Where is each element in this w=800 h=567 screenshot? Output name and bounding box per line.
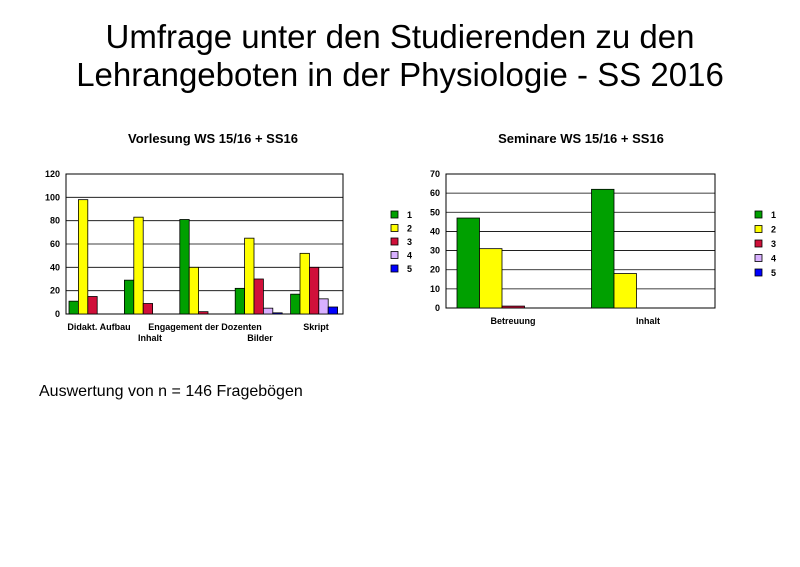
y-tick-label: 10 <box>430 284 440 294</box>
x-category-label: Inhalt <box>636 316 660 326</box>
plot-frame <box>445 173 716 309</box>
bar <box>253 278 264 315</box>
bar <box>262 307 274 315</box>
legend-swatch <box>754 268 763 277</box>
bar <box>290 293 301 315</box>
chart-title: Seminare WS 15/16 + SS16 <box>498 131 664 146</box>
bar <box>327 306 339 315</box>
bar <box>133 216 144 315</box>
bar <box>613 273 637 309</box>
chart-1: Vorlesung WS 15/16 + SS16 0 20 40 60 80 100 120… <box>45 131 412 343</box>
bar <box>68 300 79 315</box>
bar <box>78 199 89 315</box>
legend-swatch <box>754 239 763 248</box>
y-tick-label: 0 <box>435 303 440 313</box>
x-category-label: Engagement der Dozenten <box>148 322 262 332</box>
bar <box>272 312 283 315</box>
bar <box>591 188 615 309</box>
bar <box>142 303 153 315</box>
bar <box>479 248 503 309</box>
bar <box>124 279 135 315</box>
legend-label: 4 <box>407 251 412 261</box>
x-category-label: Inhalt <box>138 333 162 343</box>
bar <box>188 266 199 315</box>
legend-swatch <box>390 210 399 219</box>
bar <box>244 237 255 315</box>
legend-swatch <box>754 225 763 233</box>
y-tick-label: 20 <box>430 265 440 275</box>
main-title-line-1: Umfrage unter den Studierenden zu den <box>105 18 695 55</box>
legend-swatch <box>390 264 399 273</box>
y-tick-label: 60 <box>50 239 60 249</box>
main-title-line-2: Lehrangeboten in der Physiologie - SS 20… <box>76 56 724 93</box>
y-tick-label: 70 <box>430 169 440 179</box>
x-category-label: Didakt. Aufbau <box>67 322 130 332</box>
bar <box>179 219 190 315</box>
legend-swatch <box>754 254 763 262</box>
legend-label: 5 <box>771 268 776 278</box>
chart-title: Vorlesung WS 15/16 + SS16 <box>128 131 298 146</box>
bar <box>299 252 310 315</box>
footnote: Auswertung von n = 146 Fragebögen <box>39 383 303 400</box>
y-tick-label: 30 <box>430 246 440 256</box>
legend-label: 5 <box>407 264 412 274</box>
bar <box>234 287 245 315</box>
legend-swatch <box>390 237 399 246</box>
legend-label: 3 <box>771 239 776 249</box>
y-tick-label: 100 <box>45 192 60 202</box>
bar <box>318 298 329 315</box>
legend-label: 2 <box>407 224 412 234</box>
y-tick-label: 40 <box>50 262 60 272</box>
bar <box>501 305 525 309</box>
chart-2: Seminare WS 15/16 + SS16 0 10 20 30 40 50 60 70 B… <box>430 131 776 326</box>
legend-label: 4 <box>771 254 776 264</box>
bar <box>198 311 209 315</box>
y-tick-label: 40 <box>430 226 440 236</box>
legend-swatch <box>390 224 399 232</box>
legend-label: 1 <box>771 210 776 220</box>
legend-label: 3 <box>407 237 412 247</box>
y-tick-label: 50 <box>430 207 440 217</box>
legend-swatch <box>390 251 399 259</box>
y-tick-label: 60 <box>430 188 440 198</box>
legend-label: 1 <box>407 210 412 220</box>
y-tick-label: 20 <box>50 286 60 296</box>
main-title: Umfrage unter den Studierenden zu den Le… <box>0 18 800 94</box>
x-category-label: Betreuung <box>491 316 536 326</box>
bar <box>308 266 320 315</box>
y-tick-label: 120 <box>45 169 60 179</box>
legend-label: 2 <box>771 225 776 235</box>
y-tick-label: 80 <box>50 216 60 226</box>
x-category-label: Skript <box>303 322 329 332</box>
y-tick-label: 0 <box>55 309 60 319</box>
x-category-label: Bilder <box>247 333 273 343</box>
bar <box>456 217 480 309</box>
legend-swatch <box>754 210 763 219</box>
bar <box>87 296 98 315</box>
